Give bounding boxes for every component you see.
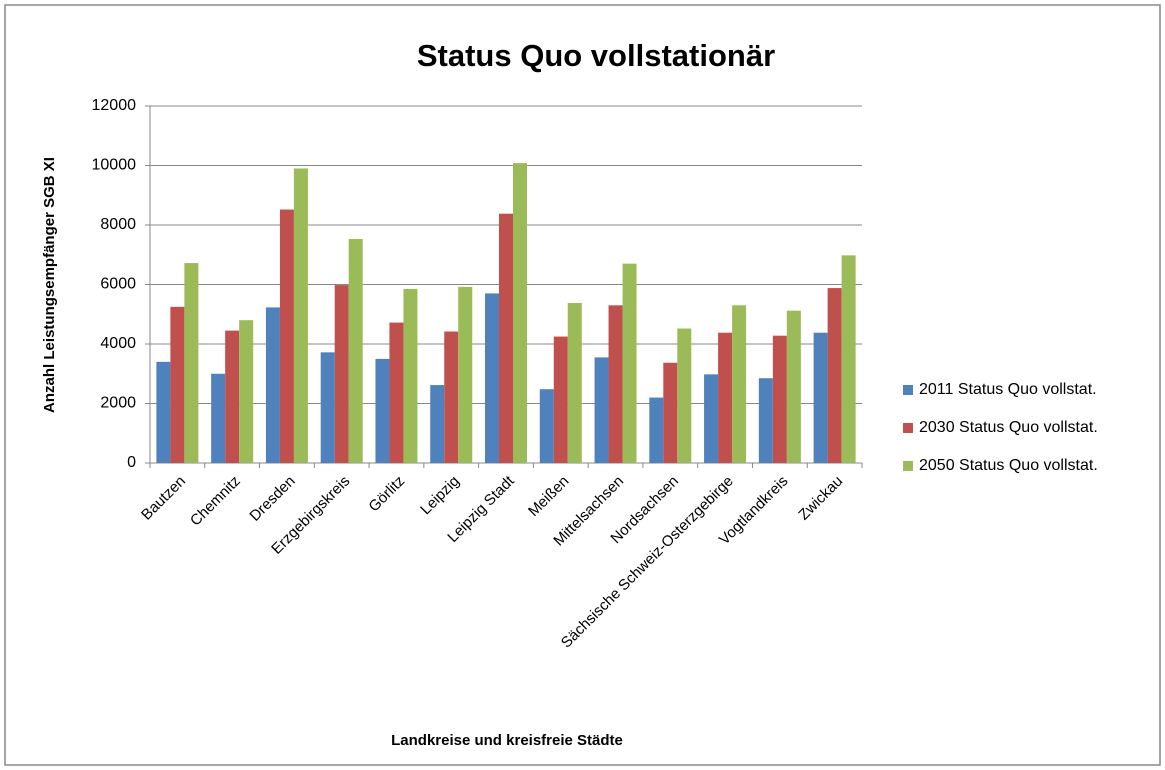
bar [649, 397, 664, 463]
bar [841, 255, 856, 463]
legend-swatch [903, 385, 913, 395]
y-tick-label: 12000 [92, 97, 137, 114]
x-axis-label: Landkreise und kreisfreie Städte [391, 732, 623, 749]
y-tick-label: 0 [127, 454, 136, 471]
bar [786, 310, 801, 463]
legend-label: 2050 Status Quo vollstat. [919, 457, 1098, 474]
legend-label: 2030 Status Quo vollstat. [919, 419, 1098, 436]
bar [827, 288, 842, 463]
y-tick-label: 8000 [100, 216, 136, 233]
bar [608, 305, 623, 463]
bar [513, 163, 527, 463]
bar [485, 293, 499, 463]
bar [499, 213, 513, 463]
bar [718, 332, 733, 463]
bar [567, 302, 582, 463]
y-tick-label: 2000 [100, 395, 136, 412]
bar [430, 385, 445, 463]
bar [170, 306, 185, 463]
bar [211, 373, 226, 463]
bar [265, 307, 280, 463]
y-tick-label: 6000 [100, 276, 136, 293]
bar [663, 362, 678, 463]
bar [334, 285, 349, 463]
bar [293, 168, 308, 463]
y-axis-label: Anzahl Leistungsempfänger SGB XI [41, 157, 58, 413]
bar [553, 336, 568, 463]
bar [403, 288, 418, 463]
y-tick-label: 10000 [92, 157, 137, 174]
bar [444, 331, 459, 463]
bar [184, 263, 199, 463]
bar [594, 357, 609, 463]
bar [732, 305, 747, 463]
bar [375, 358, 390, 463]
bar [320, 352, 335, 463]
bar [156, 361, 171, 463]
y-tick-label: 4000 [100, 335, 136, 352]
bar [279, 209, 294, 463]
bar [704, 374, 719, 463]
legend-swatch [903, 461, 913, 471]
legend-label: 2011 Status Quo vollstat. [919, 381, 1097, 398]
legend-swatch [903, 423, 913, 433]
bar [677, 328, 692, 463]
bar [539, 389, 554, 463]
bar [389, 322, 404, 463]
bar [622, 263, 637, 463]
bar [772, 335, 787, 463]
bar [348, 238, 363, 463]
bar [758, 378, 773, 463]
chart-title: Status Quo vollstationär [417, 38, 775, 73]
bar [813, 332, 828, 463]
bar [225, 330, 240, 463]
bar [458, 286, 473, 463]
bar [239, 320, 254, 463]
